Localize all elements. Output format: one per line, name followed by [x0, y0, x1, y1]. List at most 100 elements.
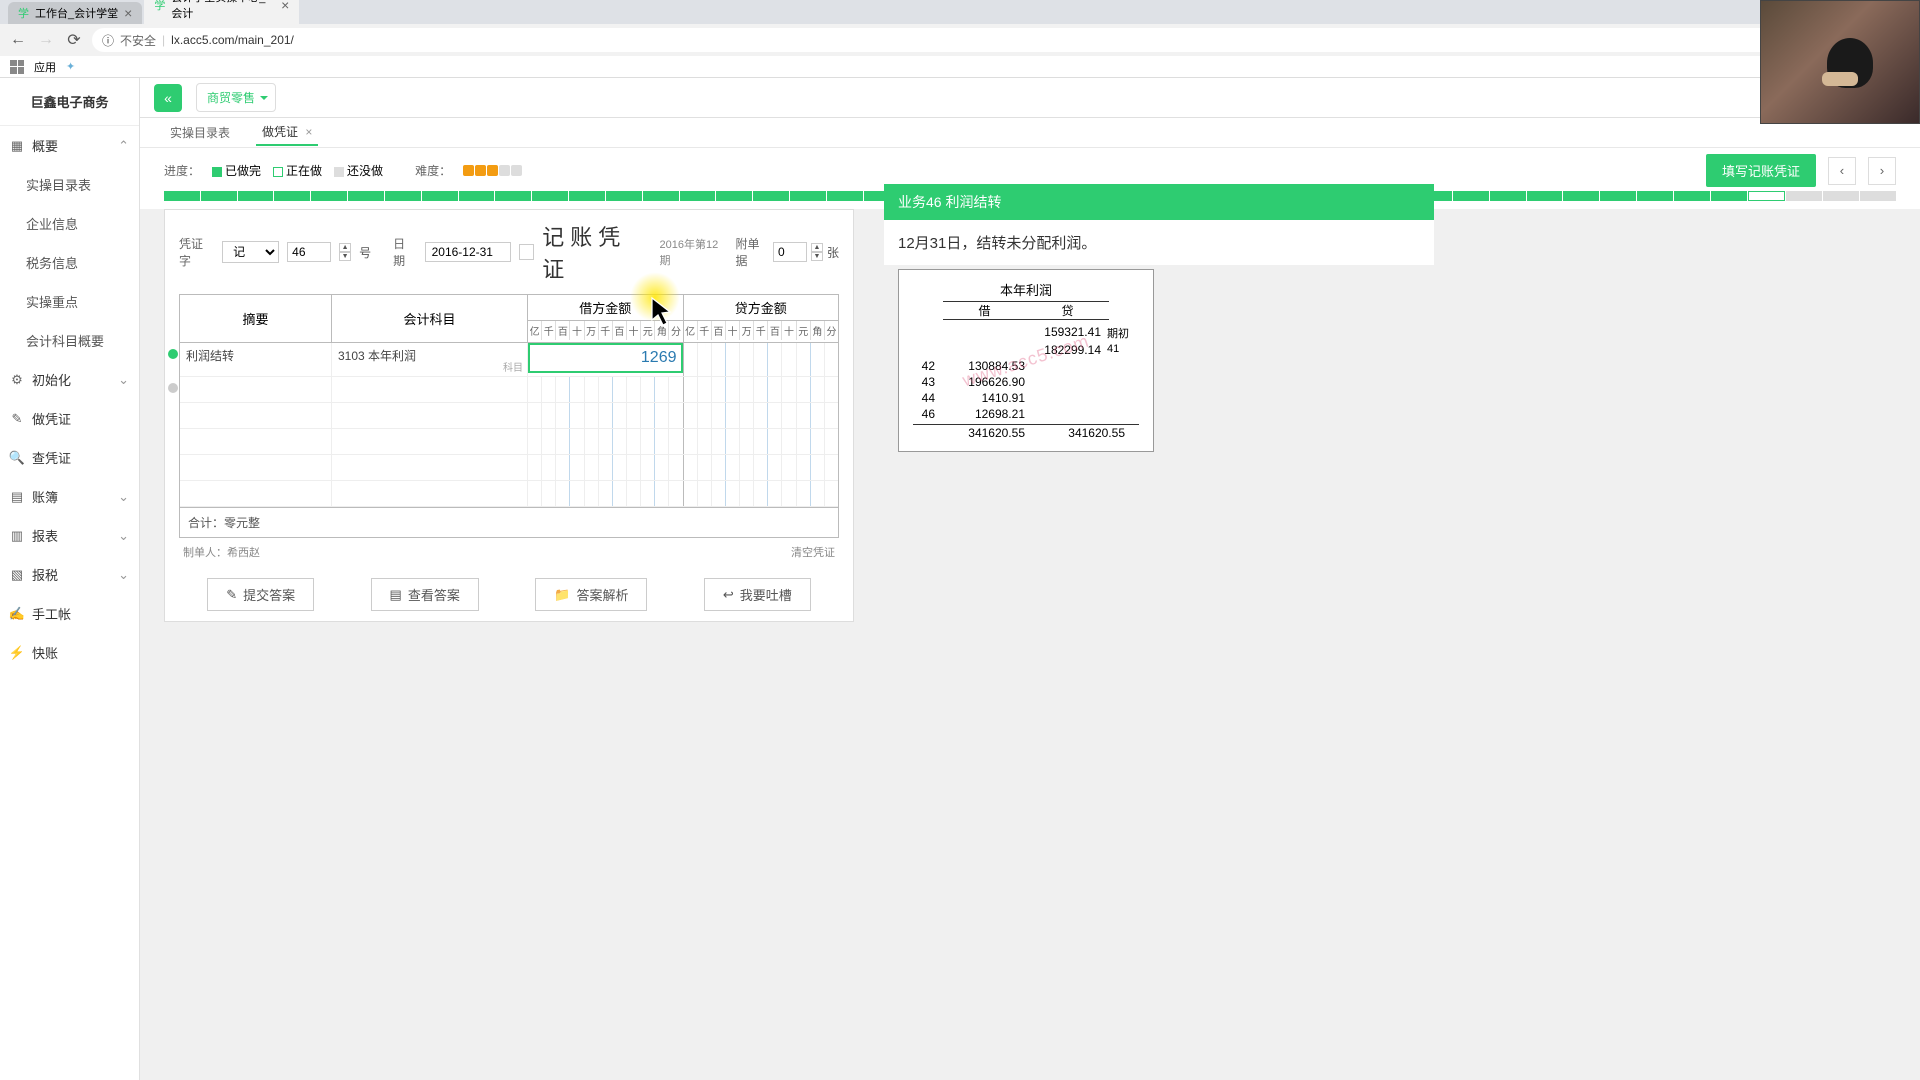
close-icon[interactable]: ×: [305, 125, 312, 139]
km-label: 科目: [503, 359, 523, 374]
sidebar-item-directory[interactable]: 实操目录表: [0, 165, 139, 204]
account-cell[interactable]: 3103 本年利润 科目: [332, 343, 528, 376]
step-up-icon[interactable]: ▲: [811, 243, 823, 252]
credit-cell[interactable]: [684, 377, 839, 402]
clear-voucher-link[interactable]: 清空凭证: [791, 544, 835, 560]
sidebar-item-company-info[interactable]: 企业信息: [0, 204, 139, 243]
difficulty-label: 难度：: [415, 162, 451, 179]
chevron-up-icon: ⌃: [118, 138, 129, 154]
sidebar-item-quick[interactable]: ⚡ 快账: [0, 633, 139, 672]
sidebar-label: 报表: [32, 526, 58, 545]
debit-cell[interactable]: [528, 377, 684, 402]
debit-amount-input[interactable]: 1269: [528, 343, 683, 373]
table-row[interactable]: [180, 481, 838, 507]
legend-doing: 正在做: [273, 162, 322, 179]
debit-cell[interactable]: [528, 403, 684, 428]
sidebar-item-tax-info[interactable]: 税务信息: [0, 243, 139, 282]
view-answer-button[interactable]: ▤查看答案: [371, 578, 479, 611]
voucher-type-select[interactable]: 记: [222, 241, 279, 263]
account-cell[interactable]: [332, 481, 528, 506]
number-stepper[interactable]: ▲▼: [339, 243, 351, 261]
summary-cell[interactable]: [180, 403, 332, 428]
address-bar[interactable]: ⓘ 不安全 | lx.acc5.com/main_201/: [92, 28, 1912, 52]
close-icon[interactable]: ×: [281, 0, 289, 13]
debit-cell[interactable]: [528, 455, 684, 480]
sidebar-item-query-voucher[interactable]: 🔍 查凭证: [0, 438, 139, 477]
forward-icon[interactable]: →: [36, 30, 56, 50]
sidebar-item-ledger[interactable]: ▤ 账簿 ⌄: [0, 477, 139, 516]
summary-cell[interactable]: 利润结转: [180, 343, 332, 376]
sidebar-item-overview[interactable]: ▦ 概要 ⌃: [0, 126, 139, 165]
analysis-button[interactable]: 📁答案解析: [535, 578, 647, 611]
bookmark-icon[interactable]: ✦: [66, 60, 75, 73]
account-cell[interactable]: [332, 429, 528, 454]
submit-answer-button[interactable]: ✎提交答案: [207, 578, 314, 611]
complain-button[interactable]: ↩我要吐槽: [704, 578, 811, 611]
table-row[interactable]: [180, 429, 838, 455]
debit-cell[interactable]: [528, 429, 684, 454]
sidebar-item-init[interactable]: ⚙ 初始化 ⌄: [0, 360, 139, 399]
sidebar-item-manual[interactable]: ✍ 手工帐: [0, 594, 139, 633]
tab-make-voucher[interactable]: 做凭证 ×: [256, 119, 318, 146]
summary-cell[interactable]: [180, 455, 332, 480]
btn-label: 答案解析: [576, 585, 628, 604]
apps-label[interactable]: 应用: [34, 59, 56, 75]
credit-cell[interactable]: [684, 343, 839, 376]
voucher-header: 凭证字 记 ▲▼ 号 日期 记账凭证 2016年第12期 附单据 ▲▼ 张: [179, 220, 839, 284]
action-buttons: ✎提交答案 ▤查看答案 📁答案解析 ↩我要吐槽: [179, 578, 839, 611]
account-cell[interactable]: [332, 377, 528, 402]
close-icon[interactable]: ×: [124, 5, 132, 21]
tab-label: 做凭证: [262, 125, 298, 139]
reload-icon[interactable]: ⟳: [64, 30, 84, 50]
chevron-down-icon: ⌄: [118, 372, 129, 388]
fill-voucher-button[interactable]: 填写记账凭证: [1706, 154, 1816, 187]
debit-cell[interactable]: 1269: [528, 343, 684, 376]
content-tabs: 实操目录表 做凭证 ×: [140, 118, 1920, 148]
browser-tab-2[interactable]: 学 会计学堂实操中心_会计 ×: [144, 0, 299, 24]
voucher-number-input[interactable]: [287, 242, 331, 262]
sidebar-item-make-voucher[interactable]: ✎ 做凭证: [0, 399, 139, 438]
account-cell[interactable]: [332, 403, 528, 428]
credit-cell[interactable]: [684, 481, 839, 506]
prev-button[interactable]: ‹: [1828, 157, 1856, 185]
table-row[interactable]: 利润结转 3103 本年利润 科目 1269: [180, 343, 838, 377]
apps-icon[interactable]: [10, 60, 24, 74]
table-header: 摘要 会计科目 借方金额 亿千百十万千百十元角分 贷方金额 亿千百十万千百十元角…: [180, 295, 838, 343]
next-button[interactable]: ›: [1868, 157, 1896, 185]
credit-cell[interactable]: [684, 403, 839, 428]
sidebar-item-key-points[interactable]: 实操重点: [0, 282, 139, 321]
step-down-icon[interactable]: ▼: [811, 252, 823, 261]
browser-tab-1[interactable]: 学 工作台_会计学堂 ×: [8, 2, 142, 24]
voucher-footer: 制单人：希西赵 清空凭证: [179, 538, 839, 566]
col-account: 会计科目: [332, 295, 528, 342]
sidebar-item-reports[interactable]: ▥ 报表 ⌄: [0, 516, 139, 555]
bookmarks-bar: 应用 ✦: [0, 56, 1920, 78]
calendar-icon[interactable]: [519, 244, 535, 260]
credit-cell[interactable]: [684, 429, 839, 454]
credit-cell[interactable]: [684, 455, 839, 480]
step-down-icon[interactable]: ▼: [339, 252, 351, 261]
back-icon[interactable]: ←: [8, 30, 28, 50]
tab-directory[interactable]: 实操目录表: [164, 120, 236, 145]
credit-head: 贷: [1026, 302, 1109, 319]
task-panel: 业务46 利润结转 12月31日，结转未分配利润。 www.acc5.com 本…: [884, 184, 1434, 466]
account-cell[interactable]: [332, 455, 528, 480]
attach-input[interactable]: [773, 242, 807, 262]
sidebar-item-tax[interactable]: ▧ 报税 ⌄: [0, 555, 139, 594]
summary-cell[interactable]: [180, 429, 332, 454]
delete-row-icon[interactable]: [168, 383, 178, 393]
add-row-icon[interactable]: [168, 349, 178, 359]
step-up-icon[interactable]: ▲: [339, 243, 351, 252]
category-select[interactable]: 商贸零售: [196, 83, 276, 112]
table-row[interactable]: [180, 377, 838, 403]
table-row[interactable]: [180, 403, 838, 429]
attach-suffix: 张: [827, 244, 839, 261]
collapse-sidebar-button[interactable]: «: [154, 84, 182, 112]
summary-cell[interactable]: [180, 481, 332, 506]
date-input[interactable]: [425, 242, 511, 262]
table-row[interactable]: [180, 455, 838, 481]
sidebar-item-accounts-overview[interactable]: 会计科目概要: [0, 321, 139, 360]
summary-cell[interactable]: [180, 377, 332, 402]
debit-cell[interactable]: [528, 481, 684, 506]
attach-stepper[interactable]: ▲▼: [811, 243, 823, 261]
